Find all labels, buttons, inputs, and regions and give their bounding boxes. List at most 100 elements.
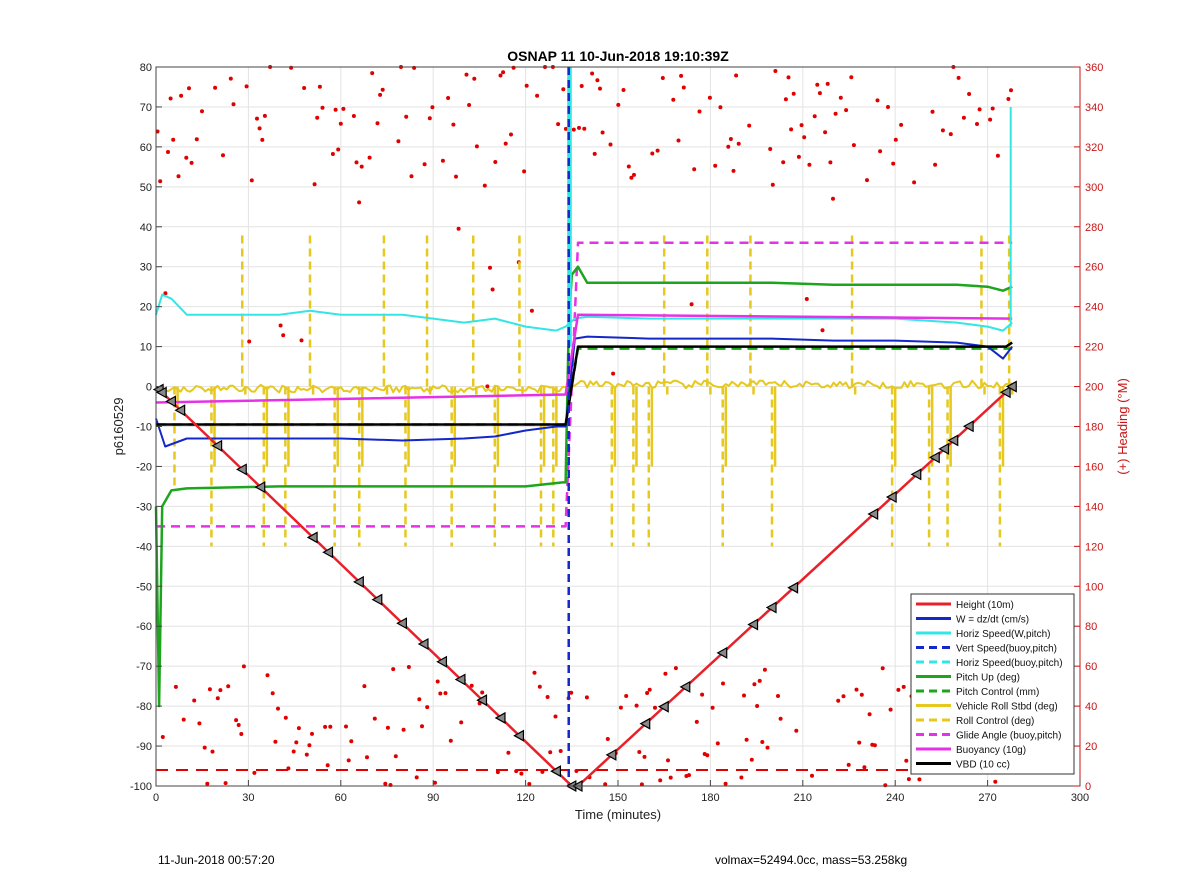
y-right-tick-label: 80 (1085, 621, 1097, 633)
height-marker (929, 451, 940, 464)
y-right-tick-label: 20 (1085, 741, 1097, 753)
y-right-tick-label: 160 (1085, 461, 1103, 473)
heading-point (404, 114, 409, 119)
legend-label: Vehicle Roll Stbd (deg) (956, 702, 1058, 713)
heading-point (535, 93, 540, 98)
heading-point (621, 88, 626, 92)
legend-box (910, 593, 1075, 775)
heading-point (451, 122, 456, 127)
heading-point (838, 95, 843, 100)
heading-point (755, 704, 760, 708)
heading-point (427, 116, 432, 121)
heading-point (977, 107, 982, 112)
heading-point (396, 139, 401, 144)
heading-point (642, 754, 647, 759)
heading-point (611, 371, 616, 376)
heading-point (940, 128, 945, 133)
heading-point (370, 71, 375, 76)
y-tick-label: 50 (140, 182, 152, 194)
heading-point (425, 705, 430, 710)
heading-point (739, 775, 744, 780)
heading-point (744, 737, 749, 742)
heading-point (252, 770, 257, 775)
legend-label: W = dz/dt (cm/s) (956, 615, 1029, 626)
height-marker (885, 491, 897, 504)
height-marker (254, 481, 266, 494)
heading-point (844, 108, 849, 113)
heading-point (281, 333, 286, 338)
heading-point (247, 339, 252, 344)
heading-point (961, 115, 966, 120)
heading-point (163, 291, 168, 296)
y-tick-label: -100 (130, 781, 152, 793)
heading-point (443, 691, 448, 696)
heading-point (294, 740, 299, 745)
heading-point (173, 684, 178, 689)
height-marker (657, 700, 669, 713)
heading-point (872, 743, 877, 748)
horiz-speed-spike (567, 67, 572, 347)
heading-point (501, 70, 506, 75)
heading-point (645, 691, 650, 695)
heading-point (726, 144, 731, 149)
x-tick-label: 0 (153, 792, 159, 804)
heading-point (440, 158, 445, 163)
heading-point (276, 706, 280, 711)
x-tick-label: 120 (516, 792, 534, 804)
heading-point (912, 180, 917, 185)
legend-label: Buoyancy (10g) (956, 745, 1026, 756)
height-marker (513, 729, 525, 742)
heading-point (312, 182, 317, 187)
heading-point (689, 302, 694, 307)
heading-point (179, 93, 184, 98)
heading-point (815, 82, 820, 87)
heading-point (223, 781, 228, 786)
heading-point (257, 126, 262, 131)
heading-point (302, 86, 307, 90)
x-tick-label: 150 (609, 792, 627, 804)
y-tick-label: 10 (140, 342, 152, 354)
heading-point (307, 743, 312, 748)
y-tick-label: -60 (136, 621, 152, 633)
heading-point (794, 728, 799, 733)
heading-point (598, 86, 602, 91)
heading-point (831, 196, 835, 201)
legend-label: Roll Control (deg) (956, 716, 1034, 727)
height-marker (947, 434, 959, 447)
heading-point (770, 182, 775, 187)
heading-point (202, 745, 207, 750)
y-right-tick-label: 120 (1085, 541, 1103, 553)
heading-point (205, 781, 210, 786)
heading-point (221, 153, 225, 158)
heading-point (422, 162, 427, 167)
heading-point (1006, 97, 1011, 101)
heading-point (603, 782, 608, 787)
heading-point (956, 75, 961, 80)
heading-point (731, 168, 736, 173)
heading-point (365, 755, 369, 760)
heading-point (406, 665, 411, 669)
heading-point (600, 130, 605, 135)
heading-point (420, 724, 424, 729)
heading-point (160, 735, 165, 739)
legend-label: Vert Speed(buoy,pitch) (956, 644, 1057, 655)
heading-point (778, 716, 783, 721)
heading-point (556, 122, 561, 127)
heading-point (752, 682, 757, 687)
y-tick-label: -10 (136, 422, 152, 434)
heading-point (459, 720, 464, 725)
heading-point (561, 87, 566, 92)
heading-point (218, 688, 223, 693)
height-marker (910, 468, 922, 481)
heading-point (765, 745, 770, 750)
heading-point (509, 132, 513, 137)
heading-point (810, 773, 814, 778)
heading-point (820, 328, 825, 333)
heading-point (401, 727, 406, 732)
heading-point (176, 174, 181, 179)
heading-point (707, 95, 712, 100)
heading-point (846, 762, 851, 767)
heading-point (584, 695, 589, 700)
heading-point (817, 91, 822, 96)
legend-label: Height (10m) (956, 600, 1014, 611)
